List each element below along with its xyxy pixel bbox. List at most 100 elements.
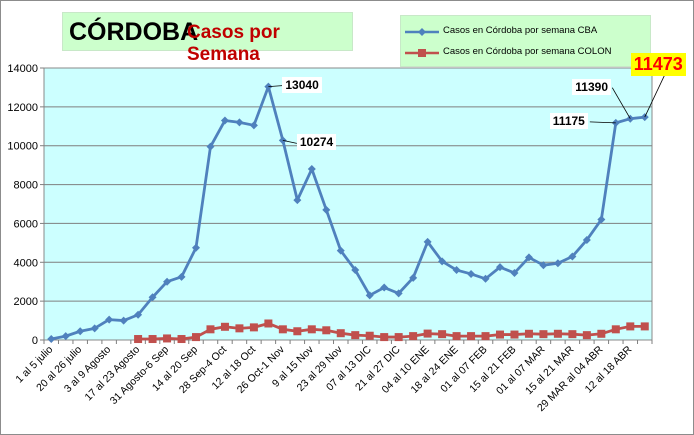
data-point [510, 330, 519, 339]
data-point [336, 246, 345, 255]
callout-leader [611, 87, 631, 119]
data-point [582, 235, 591, 244]
data-point [611, 325, 620, 334]
data-point [438, 330, 447, 339]
callout-leader [589, 121, 616, 124]
legend-label-colon: Casos en Córdoba por semana COLON [443, 46, 612, 57]
data-point [481, 332, 490, 341]
data-point [582, 331, 591, 340]
data-point [409, 332, 418, 341]
data-point [177, 272, 186, 281]
data-point [235, 118, 244, 127]
legend-label-cba: Casos en Córdoba por semana CBA [443, 25, 598, 36]
data-point [524, 329, 533, 338]
gridlines [44, 106, 652, 302]
callout-highlight: 11473 [630, 53, 686, 77]
data-point [597, 329, 606, 338]
data-point [568, 330, 577, 339]
data-point [351, 331, 360, 340]
chart-subtitle: Casos por Semana [187, 22, 280, 65]
data-point [134, 335, 143, 344]
data-point [496, 263, 504, 272]
data-point [626, 322, 635, 331]
data-point [394, 333, 403, 342]
data-point [423, 329, 432, 338]
data-point [597, 215, 606, 224]
y-tick-label: 8000 [14, 180, 38, 192]
data-point [148, 335, 157, 344]
data-point [452, 266, 461, 275]
data-point [293, 327, 302, 336]
callout-label: 11390 [572, 78, 611, 95]
data-point [380, 283, 389, 292]
callout-label: 10274 [296, 134, 337, 151]
data-point [394, 289, 403, 298]
plot-area [43, 67, 653, 341]
y-tick-label: 14000 [7, 63, 38, 75]
data-point [380, 333, 389, 342]
data-point [336, 329, 345, 338]
title-box: CÓRDOBA Casos por Semana [62, 12, 353, 65]
data-point [105, 315, 114, 324]
y-tick-label: 2000 [14, 296, 38, 308]
series-markers [47, 82, 649, 344]
data-point [293, 196, 302, 205]
data-point [61, 332, 70, 341]
y-tick-label: 4000 [14, 257, 38, 269]
y-axis-ticks: 0 2000 4000 6000 8000 10000 12000 14000 [7, 63, 44, 347]
data-point [76, 327, 85, 336]
data-point [365, 291, 374, 300]
data-point [163, 334, 172, 343]
chart-title: CÓRDOBA [69, 18, 199, 46]
legend: Casos en Córdoba por semana CBA Casos en… [400, 15, 651, 67]
data-point [481, 274, 490, 283]
data-point [134, 310, 143, 319]
data-point [119, 316, 128, 325]
data-point [235, 324, 244, 333]
data-point [510, 268, 519, 277]
callout-leader [282, 139, 297, 144]
data-point [206, 325, 215, 334]
callout-label: 11175 [549, 112, 588, 129]
y-tick-label: 10000 [7, 141, 38, 153]
data-point [278, 325, 287, 334]
data-point [467, 269, 476, 278]
data-point [163, 277, 172, 286]
data-point [322, 205, 331, 214]
data-point [539, 330, 548, 339]
data-point [192, 243, 200, 252]
data-point [206, 142, 215, 151]
data-point [438, 257, 447, 266]
data-point [90, 324, 99, 333]
legend-swatch-cba [405, 28, 439, 36]
data-point [47, 335, 56, 344]
data-point [553, 259, 562, 268]
data-point [640, 322, 649, 331]
data-point [220, 322, 229, 331]
data-point [307, 165, 316, 174]
data-point [409, 273, 418, 282]
data-point [524, 253, 533, 262]
y-tick-label: 12000 [7, 102, 38, 114]
data-point [423, 237, 432, 246]
data-point [192, 333, 200, 342]
data-point [307, 325, 316, 334]
data-point [452, 332, 461, 341]
data-point [568, 252, 577, 261]
y-tick-label: 0 [32, 335, 38, 347]
data-point [264, 319, 273, 328]
data-point [220, 116, 229, 125]
data-point [249, 121, 258, 130]
callout-leader [268, 85, 283, 88]
y-tick-label: 6000 [14, 218, 38, 230]
data-point [553, 329, 562, 338]
data-point [539, 261, 548, 270]
data-point [467, 332, 476, 341]
data-point [249, 323, 258, 332]
data-point [351, 266, 360, 275]
data-point [177, 335, 186, 344]
data-point [148, 293, 157, 302]
callout-label: 13040 [282, 76, 322, 93]
